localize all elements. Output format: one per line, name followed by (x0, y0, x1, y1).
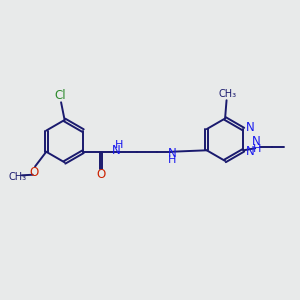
Text: N: N (167, 147, 176, 160)
Text: H: H (115, 140, 123, 150)
Text: CH₃: CH₃ (218, 89, 236, 99)
Text: N: N (112, 144, 120, 157)
Text: H: H (253, 144, 261, 154)
Text: Cl: Cl (55, 89, 66, 102)
Text: O: O (29, 166, 38, 178)
Text: H: H (168, 155, 176, 165)
Text: N: N (245, 121, 254, 134)
Text: O: O (97, 168, 106, 181)
Text: N: N (245, 145, 254, 158)
Text: CH₃: CH₃ (8, 172, 26, 182)
Text: N: N (252, 135, 261, 148)
